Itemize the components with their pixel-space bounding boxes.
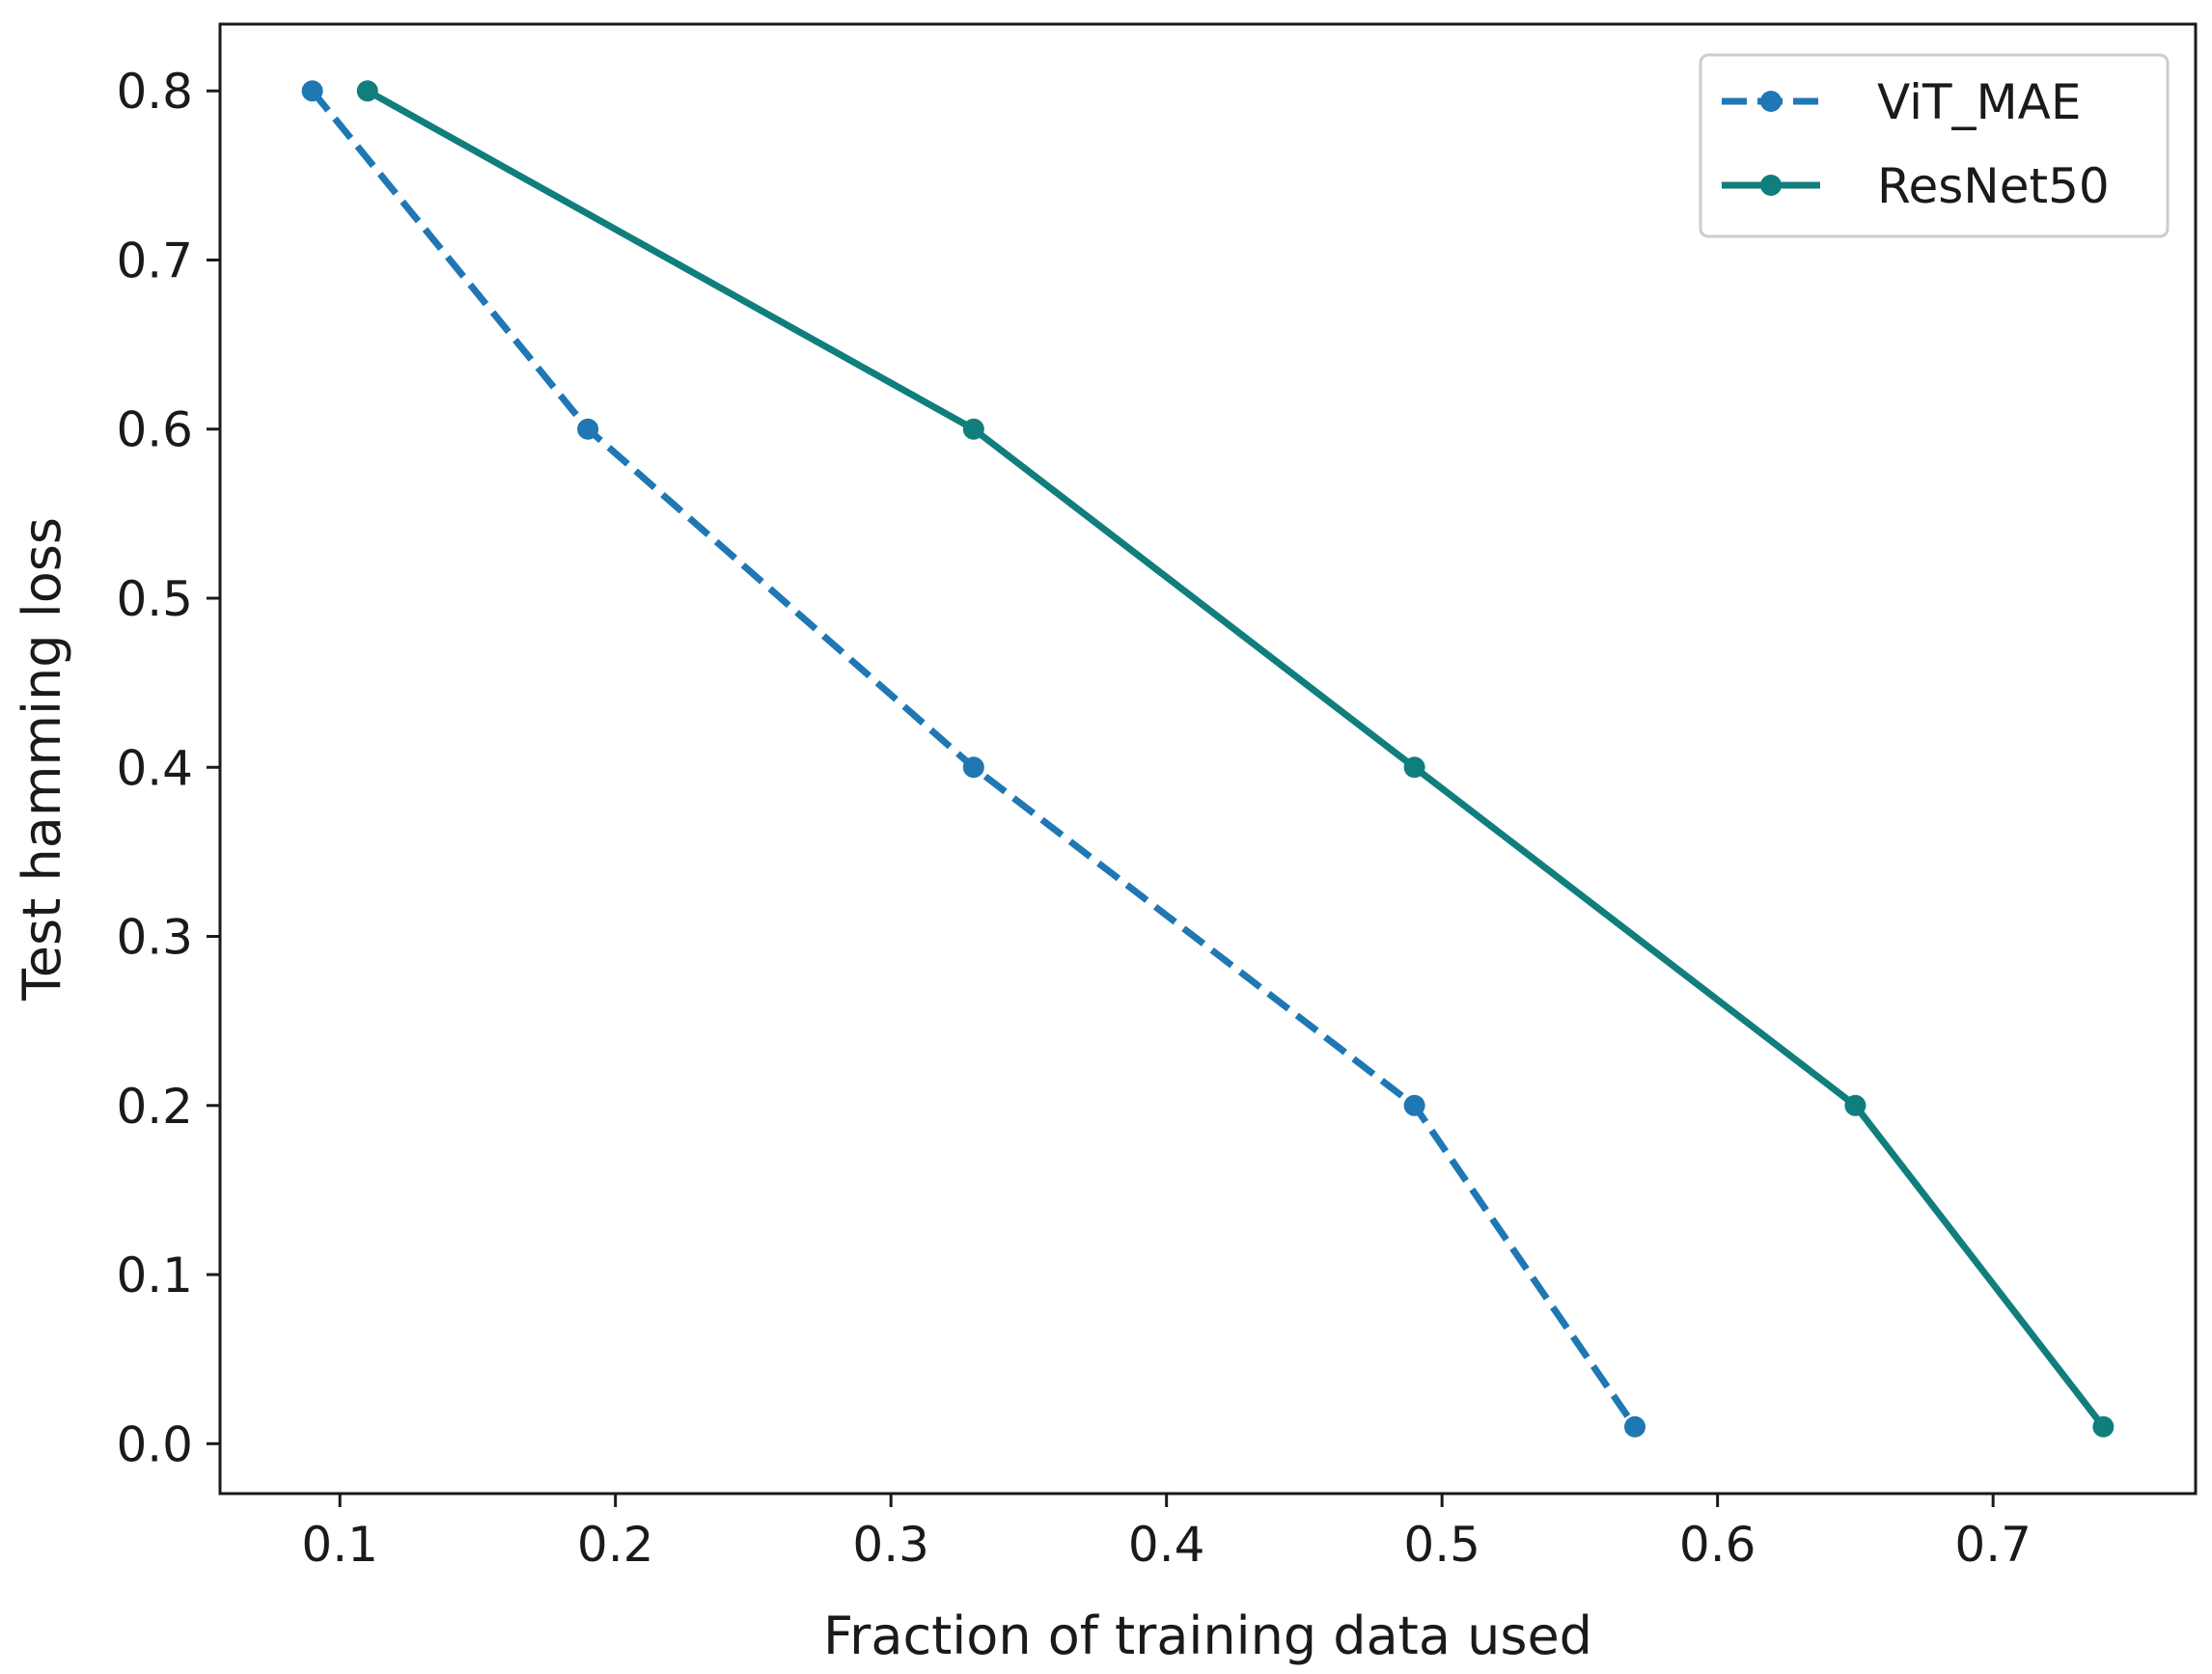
- data-point-vit-mae: [577, 418, 599, 440]
- x-tick-label: 0.2: [577, 1517, 654, 1573]
- y-tick-label: 0.5: [116, 571, 193, 627]
- x-tick-label: 0.7: [1954, 1517, 2032, 1573]
- data-point-vit-mae: [301, 80, 323, 102]
- data-point-resnet50: [1403, 756, 1425, 779]
- legend-marker-vit-mae: [1760, 91, 1782, 112]
- x-axis: 0.1 0.2 0.3 0.4 0.5 0.6 0.7: [301, 1494, 2032, 1573]
- y-tick-label: 0.4: [116, 740, 193, 796]
- data-point-resnet50: [2092, 1415, 2115, 1438]
- legend: ViT_MAE ResNet50: [1699, 53, 2170, 238]
- x-tick-label: 0.6: [1679, 1517, 1756, 1573]
- y-tick-label: 0.0: [116, 1416, 193, 1472]
- x-axis-label: Fraction of training data used: [823, 1605, 1592, 1666]
- x-tick-label: 0.3: [852, 1517, 929, 1573]
- data-point-resnet50: [962, 418, 984, 440]
- y-axis-label: Test hamming loss: [12, 517, 72, 1002]
- legend-marker-resnet50: [1760, 175, 1782, 196]
- plot-frame: [218, 22, 2198, 1496]
- data-point-vit-mae: [1403, 1094, 1425, 1116]
- data-point-resnet50: [356, 80, 378, 102]
- y-axis: 0.0 0.1 0.2 0.3 0.4 0.5 0.6 0.7 0.8: [116, 64, 220, 1472]
- legend-label-resnet50: ResNet50: [1877, 158, 2110, 214]
- x-tick-label: 0.1: [301, 1517, 378, 1573]
- y-tick-label: 0.3: [116, 910, 193, 966]
- legend-label-vit-mae: ViT_MAE: [1877, 74, 2081, 130]
- y-tick-label: 0.8: [116, 64, 193, 120]
- x-tick-label: 0.5: [1403, 1517, 1480, 1573]
- data-point-vit-mae: [1624, 1415, 1646, 1438]
- y-tick-label: 0.7: [116, 233, 193, 288]
- y-tick-label: 0.6: [116, 402, 193, 458]
- series-layer: [301, 80, 2115, 1438]
- data-point-vit-mae: [962, 756, 984, 779]
- x-tick-label: 0.4: [1128, 1517, 1205, 1573]
- data-point-resnet50: [1844, 1094, 1866, 1116]
- y-tick-label: 0.2: [116, 1079, 193, 1135]
- y-tick-label: 0.1: [116, 1248, 193, 1304]
